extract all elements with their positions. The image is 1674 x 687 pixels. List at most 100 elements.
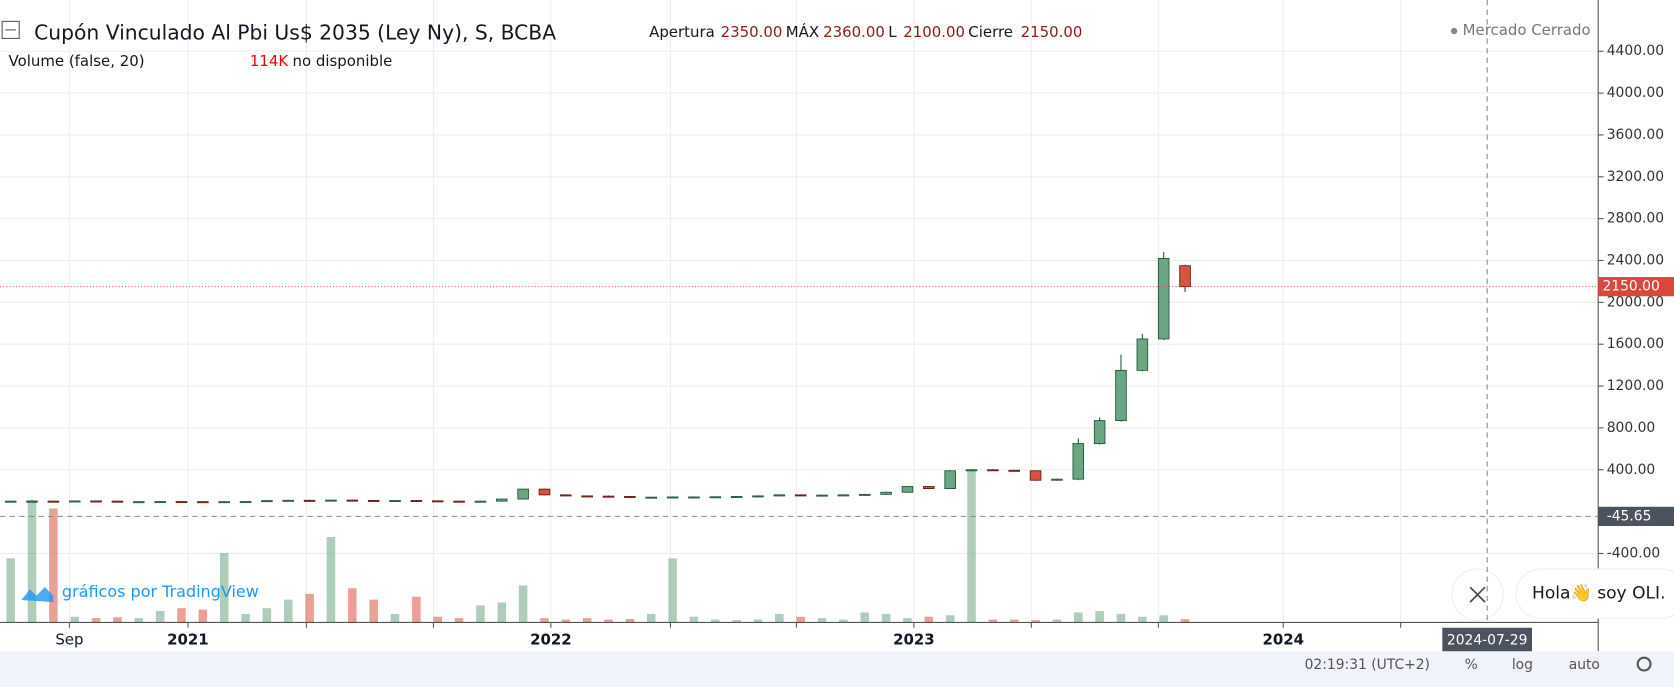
last-price-box	[1598, 277, 1674, 297]
y-tick-label: -400.00	[1607, 545, 1661, 561]
volume-bar	[1009, 619, 1019, 623]
candle-body	[1072, 443, 1085, 480]
volume-bar	[134, 618, 144, 623]
candle-body	[794, 494, 807, 497]
candle-body	[47, 500, 60, 503]
crosshair-price-label: -45.65	[1607, 508, 1652, 524]
candle-body	[1051, 478, 1063, 481]
volume-bar	[711, 619, 720, 623]
candle-body	[688, 496, 700, 499]
volume-bar	[177, 608, 186, 623]
volume-bar	[1095, 611, 1104, 623]
volume-bar	[497, 602, 507, 623]
candle-body	[431, 500, 444, 503]
volume-bar	[625, 618, 635, 623]
candle-body	[1093, 420, 1106, 445]
collapse-icon[interactable]	[1, 20, 20, 39]
candle-body	[773, 494, 786, 497]
candle-body	[730, 496, 743, 498]
volume-bar	[113, 617, 122, 623]
volume-bar	[241, 613, 250, 623]
brand-logo	[21, 587, 54, 603]
candle-body	[389, 500, 401, 503]
candle-body	[1157, 257, 1170, 340]
volume-bar	[1031, 620, 1040, 623]
candle-body	[858, 493, 871, 496]
last-price-label: 2150.00	[1602, 279, 1659, 295]
volume-bar	[561, 619, 571, 623]
volume-bar	[945, 615, 955, 623]
volume-bar	[1138, 616, 1147, 623]
y-tick-label: 1200.00	[1607, 378, 1664, 394]
y-tick-label: 1600.00	[1607, 336, 1664, 352]
candle-body	[1136, 338, 1149, 371]
candle-body	[1029, 470, 1042, 481]
chat-text: Hola👋 soy OLI.	[1532, 584, 1666, 604]
volume-bar	[775, 613, 784, 623]
candle-body	[282, 499, 295, 502]
volume-bar	[1116, 613, 1126, 623]
volume-bar	[881, 613, 891, 623]
volume-bar	[668, 558, 677, 623]
volume-status: no disponible	[293, 52, 393, 70]
volume-bar	[27, 499, 37, 623]
volume-title: Volume (false, 20)	[9, 52, 145, 70]
candle-body	[26, 500, 38, 503]
candle-body	[560, 494, 572, 497]
candle-body	[944, 470, 956, 490]
candle-body	[901, 486, 914, 493]
candle-body	[261, 500, 273, 503]
volume-bar	[817, 618, 827, 623]
volume-bar	[326, 537, 336, 623]
settings-icon[interactable]	[1636, 656, 1652, 672]
low-label: L	[888, 23, 897, 41]
candle-body	[816, 494, 828, 497]
volume-bar	[70, 616, 80, 623]
candle-body	[517, 488, 529, 500]
volume-bar	[476, 605, 485, 623]
percent-button[interactable]: %	[1465, 657, 1478, 673]
log-button[interactable]: log	[1512, 657, 1533, 673]
candle-body	[602, 495, 615, 498]
volume-bar	[860, 612, 870, 623]
volume-bar	[924, 616, 934, 623]
candle-body	[325, 499, 337, 502]
candle-body	[496, 498, 508, 502]
clock: 02:19:31 (UTC+2)	[1305, 657, 1430, 673]
high-value: 2360.00	[823, 23, 885, 41]
bottom-toolbar	[0, 651, 1674, 687]
candle-body	[239, 501, 252, 504]
open-label: Apertura	[649, 23, 715, 41]
volume-bar	[219, 552, 229, 623]
volume-bar	[390, 613, 400, 623]
auto-button[interactable]: auto	[1569, 657, 1600, 673]
candle-body	[154, 501, 166, 504]
close-label: Cierre	[968, 23, 1013, 41]
volume-bar	[903, 618, 912, 623]
volume-bar	[283, 599, 293, 623]
crosshair-date-label: 2024-07-29	[1447, 633, 1528, 649]
high-label: MÁX	[786, 23, 819, 41]
candle-body	[666, 496, 679, 499]
volume-bar	[753, 619, 763, 623]
candles	[4, 252, 1191, 504]
volume-bar	[348, 588, 357, 623]
chat-bubble[interactable]	[1515, 568, 1674, 619]
candle-body	[581, 495, 593, 498]
candle-body	[303, 499, 316, 502]
branding[interactable]: gráficos por TradingView	[62, 582, 259, 601]
candle-body	[133, 501, 145, 504]
chart-title: Cupón Vinculado Al Pbi Us$ 2035 (Ley Ny)…	[34, 21, 556, 45]
volume-bar	[1159, 615, 1168, 623]
volume-bar	[412, 596, 421, 623]
candle-body	[410, 500, 423, 503]
volume-bar	[49, 508, 58, 623]
candle-body	[1008, 469, 1020, 472]
volume-last: 114K	[250, 52, 290, 70]
volume-bar	[604, 619, 613, 623]
volume-bar	[967, 469, 976, 623]
candle-body	[111, 500, 124, 503]
volume-bar	[6, 558, 15, 623]
